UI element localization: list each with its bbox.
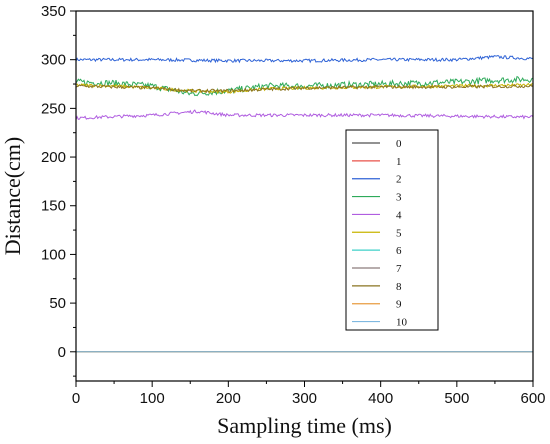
y-tick-label: 250 [41, 100, 66, 117]
x-tick-label: 100 [140, 390, 165, 407]
legend-label-1: 1 [396, 156, 402, 168]
x-tick-label: 300 [292, 390, 317, 407]
series-line-2 [75, 55, 534, 64]
y-tick-label: 100 [41, 246, 66, 263]
x-tick-label: 400 [368, 390, 393, 407]
x-axis-title: Sampling time (ms) [217, 413, 392, 438]
x-tick-label: 500 [444, 390, 469, 407]
y-tick-label: 300 [41, 52, 66, 69]
legend-label-5: 5 [396, 227, 402, 239]
x-tick-label: 200 [216, 390, 241, 407]
plot-frame [75, 10, 534, 382]
y-tick-label: 0 [58, 344, 66, 361]
legend-label-7: 7 [396, 263, 402, 275]
legend-box [345, 129, 439, 331]
legend-label-4: 4 [396, 209, 402, 221]
legend-label-6: 6 [396, 245, 402, 257]
y-axis-title: Distance(cm) [0, 137, 25, 256]
legend-label-3: 3 [396, 192, 402, 204]
legend: 0 1 2 3 4 5 6 7 8 9 10 [345, 129, 439, 331]
y-tick-label: 150 [41, 198, 66, 215]
series-line-8 [75, 83, 534, 94]
y-tick-label: 200 [41, 149, 66, 166]
x-tick-label: 600 [520, 390, 545, 407]
legend-label-9: 9 [396, 299, 402, 311]
series-layer [75, 55, 534, 353]
series-line-4 [75, 109, 534, 120]
y-tick-label: 350 [41, 3, 66, 20]
y-tick-label: 50 [49, 295, 66, 312]
legend-label-10: 10 [396, 317, 408, 329]
legend-label-8: 8 [396, 281, 402, 293]
legend-label-2: 2 [396, 174, 402, 186]
legend-label-0: 0 [396, 138, 402, 150]
x-tick-label: 0 [72, 390, 80, 407]
